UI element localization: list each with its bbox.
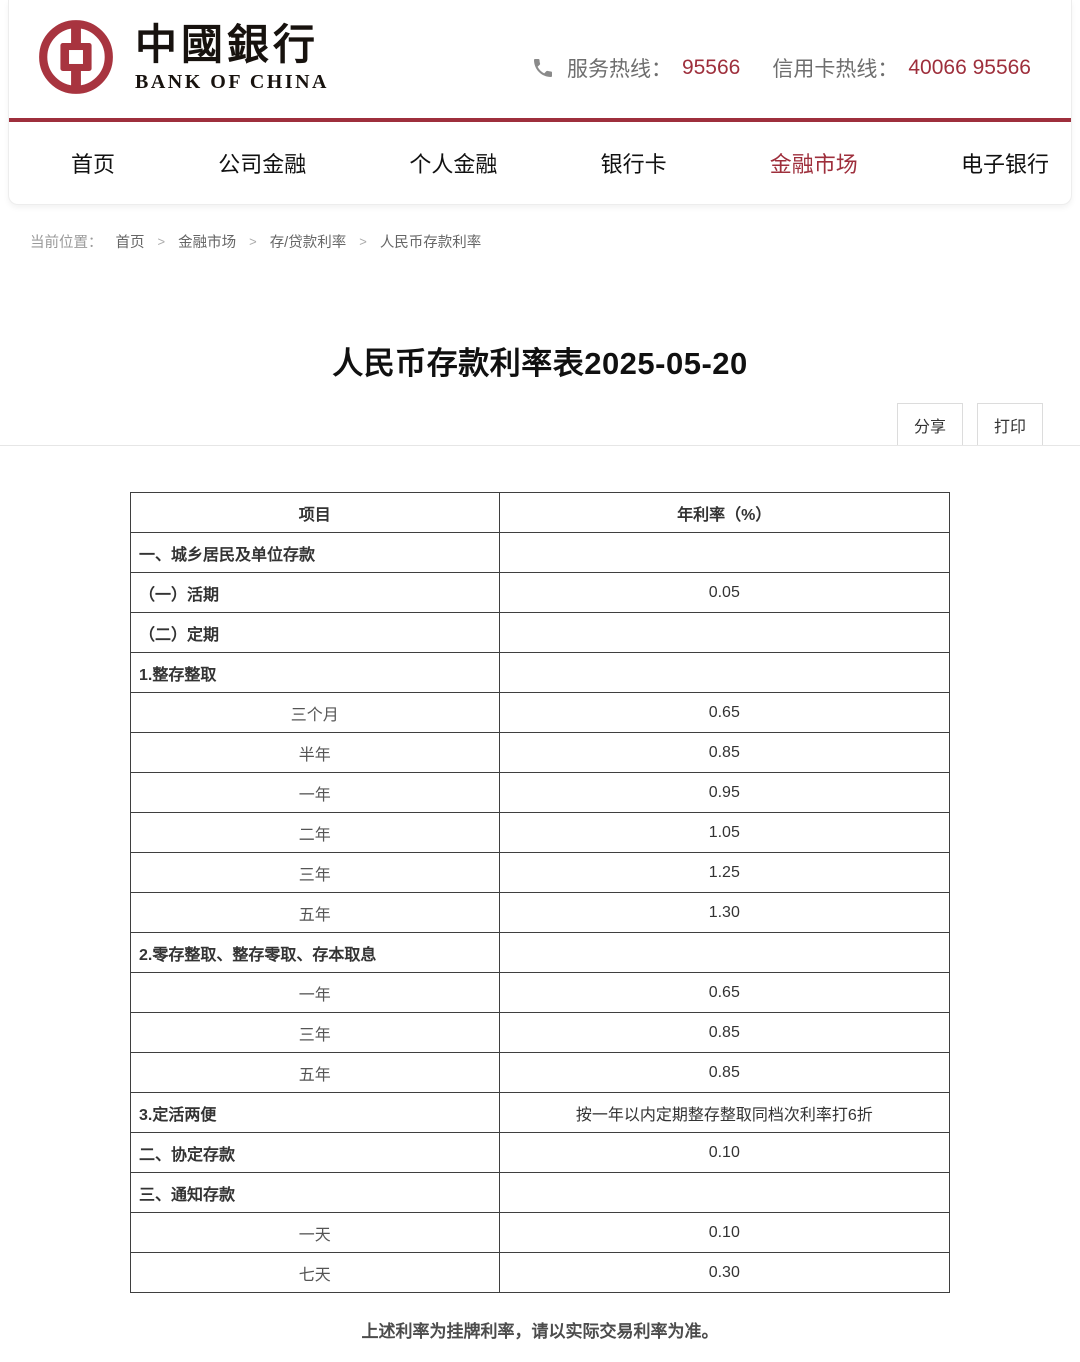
row-value: 0.95 [498, 772, 951, 813]
row-value: 1.30 [498, 892, 951, 933]
row-label: 2.零存整取、整存零取、存本取息 [130, 932, 500, 973]
row-value: 按一年以内定期整存整取同档次利率打6折 [498, 1092, 951, 1133]
breadcrumb-separator: > [249, 234, 257, 249]
boc-logo-en: BANK OF CHINA [135, 70, 329, 93]
table-row: 五年 0.85 [130, 1052, 951, 1093]
row-label: 五年 [130, 1052, 500, 1093]
table-row: 一年 0.65 [130, 972, 951, 1013]
boc-emblem-icon [35, 16, 117, 103]
breadcrumb-separator: > [157, 234, 166, 249]
row-label: （二）定期 [130, 612, 500, 653]
row-value: 0.10 [498, 1212, 951, 1253]
breadcrumb-prefix: 当前位置： [30, 235, 103, 251]
header-card: 中國銀行 BANK OF CHINA 服务热线： 95566 信用卡热线： 40… [8, 0, 1072, 205]
table-row: 一年 0.95 [130, 772, 951, 813]
row-value: 0.65 [498, 972, 951, 1013]
row-label: 1.整存整取 [130, 652, 500, 693]
breadcrumb-link-4[interactable]: 人民币存款利率 [379, 235, 482, 251]
table-row: 2.零存整取、整存零取、存本取息 [130, 932, 951, 973]
table-row: 1.整存整取 [130, 652, 951, 693]
nav-item-3[interactable]: 个人金融 [409, 152, 498, 177]
row-label: 3.定活两便 [130, 1092, 500, 1133]
row-value: 0.85 [498, 1012, 951, 1053]
row-label: 二、协定存款 [130, 1132, 500, 1173]
table-row: 二年 1.05 [130, 812, 951, 853]
boc-logo[interactable]: 中國銀行 BANK OF CHINA [35, 16, 329, 103]
table-row: 三个月 0.65 [130, 692, 951, 733]
row-value: 0.10 [498, 1132, 951, 1173]
row-value [498, 652, 951, 693]
toolbar: 分享 打印 [0, 403, 1080, 446]
row-label: 一年 [130, 772, 500, 813]
service-hotline-number: 95566 [681, 56, 741, 79]
row-label: 三年 [130, 852, 500, 893]
boc-logo-text: 中國銀行 BANK OF CHINA [135, 24, 329, 93]
table-row: 五年 1.30 [130, 892, 951, 933]
table-row: 七天 0.30 [130, 1252, 951, 1293]
table-row: 二、协定存款 0.10 [130, 1132, 951, 1173]
row-label: 一、城乡居民及单位存款 [130, 532, 500, 573]
row-label: 三、通知存款 [130, 1172, 500, 1213]
col-header-rate: 年利率（%） [498, 492, 951, 533]
breadcrumb-link-3[interactable]: 存/贷款利率 [269, 235, 347, 251]
phone-icon [533, 59, 552, 77]
credit-hotline-number: 40066 95566 [908, 56, 1031, 79]
service-hotline-label: 服务热线： [566, 58, 672, 81]
page-title: 人民币存款利率表2025-05-20 [332, 346, 748, 381]
nav-item-1[interactable]: 首页 [71, 152, 116, 177]
row-value [498, 532, 951, 573]
row-label: 五年 [130, 892, 500, 933]
table-row: 三年 1.25 [130, 852, 951, 893]
hotline-bar: 服务热线： 95566 信用卡热线： 40066 95566 [531, 53, 1031, 83]
col-header-item: 项目 [130, 492, 500, 533]
nav-item-6[interactable]: 电子银行 [960, 152, 1049, 177]
row-value [498, 1172, 951, 1213]
footnote: 上述利率为挂牌利率，请以实际交易利率为准。 [361, 1322, 719, 1341]
breadcrumb-link-1[interactable]: 首页 [115, 235, 145, 251]
share-button[interactable]: 分享 [896, 403, 963, 445]
breadcrumb-separator: > [359, 234, 367, 249]
row-label: （一）活期 [130, 572, 500, 613]
row-value: 0.30 [498, 1252, 951, 1293]
table-row: 三年 0.85 [130, 1012, 951, 1053]
row-label: 三个月 [130, 692, 500, 733]
print-button[interactable]: 打印 [976, 403, 1043, 445]
row-value: 0.85 [498, 1052, 951, 1093]
nav-item-2[interactable]: 公司金融 [218, 152, 307, 177]
row-value: 0.65 [498, 692, 951, 733]
row-value [498, 612, 951, 653]
boc-logo-cn: 中國銀行 [135, 23, 320, 70]
row-value: 1.25 [498, 852, 951, 893]
credit-hotline-label: 信用卡热线： [772, 58, 899, 81]
nav-item-5[interactable]: 金融市场 [769, 152, 858, 177]
row-label: 一年 [130, 972, 500, 1013]
row-value: 0.05 [498, 572, 951, 613]
rate-table: 项目 年利率（%） 一、城乡居民及单位存款 （一）活期 0.05 （二）定期 1.整存整… [130, 492, 951, 1293]
row-label: 一天 [130, 1212, 500, 1253]
accent-divider [9, 118, 1071, 122]
row-label: 三年 [130, 1012, 500, 1053]
table-row: 半年 0.85 [130, 732, 951, 773]
table-row: 三、通知存款 [130, 1172, 951, 1213]
breadcrumb-link-2[interactable]: 金融市场 [178, 235, 237, 251]
table-row: 一天 0.10 [130, 1212, 951, 1253]
table-row: 3.定活两便 按一年以内定期整存整取同档次利率打6折 [130, 1092, 951, 1133]
header-top-row: 中國銀行 BANK OF CHINA 服务热线： 95566 信用卡热线： 40… [9, 0, 1071, 118]
row-value: 1.05 [498, 812, 951, 853]
breadcrumb: 当前位置： 首页 > 金融市场 > 存/贷款利率 > 人民币存款利率 [0, 205, 1080, 252]
row-label: 半年 [130, 732, 500, 773]
table-row: （二）定期 [130, 612, 951, 653]
row-label: 七天 [130, 1252, 500, 1293]
table-row: 一、城乡居民及单位存款 [130, 532, 951, 573]
row-value [498, 932, 951, 973]
main-nav: 首页 公司金融 个人金融 银行卡 金融市场 电子银行 [9, 122, 1071, 204]
row-label: 二年 [130, 812, 500, 853]
table-row: （一）活期 0.05 [130, 572, 951, 613]
nav-item-4[interactable]: 银行卡 [600, 152, 667, 177]
row-value: 0.85 [498, 732, 951, 773]
table-header-row: 项目 年利率（%） [130, 492, 951, 533]
